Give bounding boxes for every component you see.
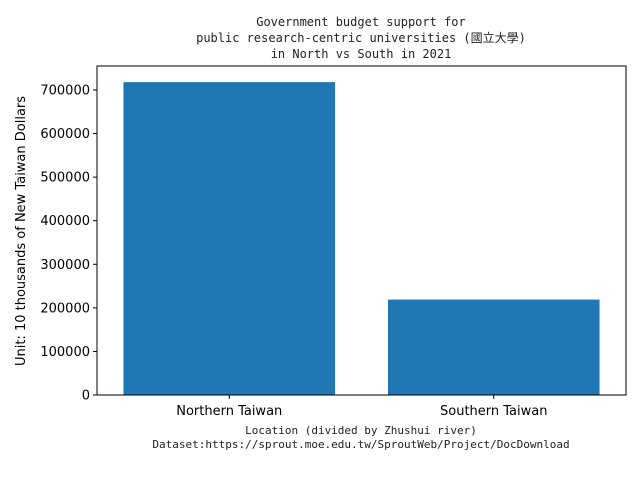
x-axis-label-line-1: Location (divided by Zhushui river) [245,424,477,437]
plot-area-frame [96,65,627,396]
chart-title-line-1: Government budget support for [256,15,466,29]
y-tick-label-6: 600000 [40,127,90,142]
bar-0 [123,82,336,396]
y-tick-label-0: 0 [82,389,90,404]
y-tick-label-2: 200000 [40,301,90,316]
y-tick-label-3: 300000 [40,258,90,273]
y-tick-label-7: 700000 [40,83,90,98]
x-tick-label-0: Northern Taiwan [176,404,282,419]
y-tick-label-4: 400000 [40,214,90,229]
y-tick-label-1: 100000 [40,345,90,360]
y-tick-label-5: 500000 [40,171,90,186]
x-axis-label-line-2: Dataset:https://sprout.moe.edu.tw/Sprout… [152,438,569,451]
chart-title-line-2: public research-centric universities (國立… [196,30,526,45]
bars-group [123,82,600,396]
x-axis-ticks: Northern Taiwan Southern Taiwan [176,395,547,419]
chart-title-line-3: in North vs South in 2021 [271,47,452,61]
x-tick-label-1: Southern Taiwan [440,404,547,419]
y-axis-label: Unit: 10 thousands of New Taiwan Dollars [14,96,29,366]
bar-1 [387,299,600,395]
y-axis-ticks: 0 100000 200000 300000 400000 500000 600000 700… [40,83,97,404]
